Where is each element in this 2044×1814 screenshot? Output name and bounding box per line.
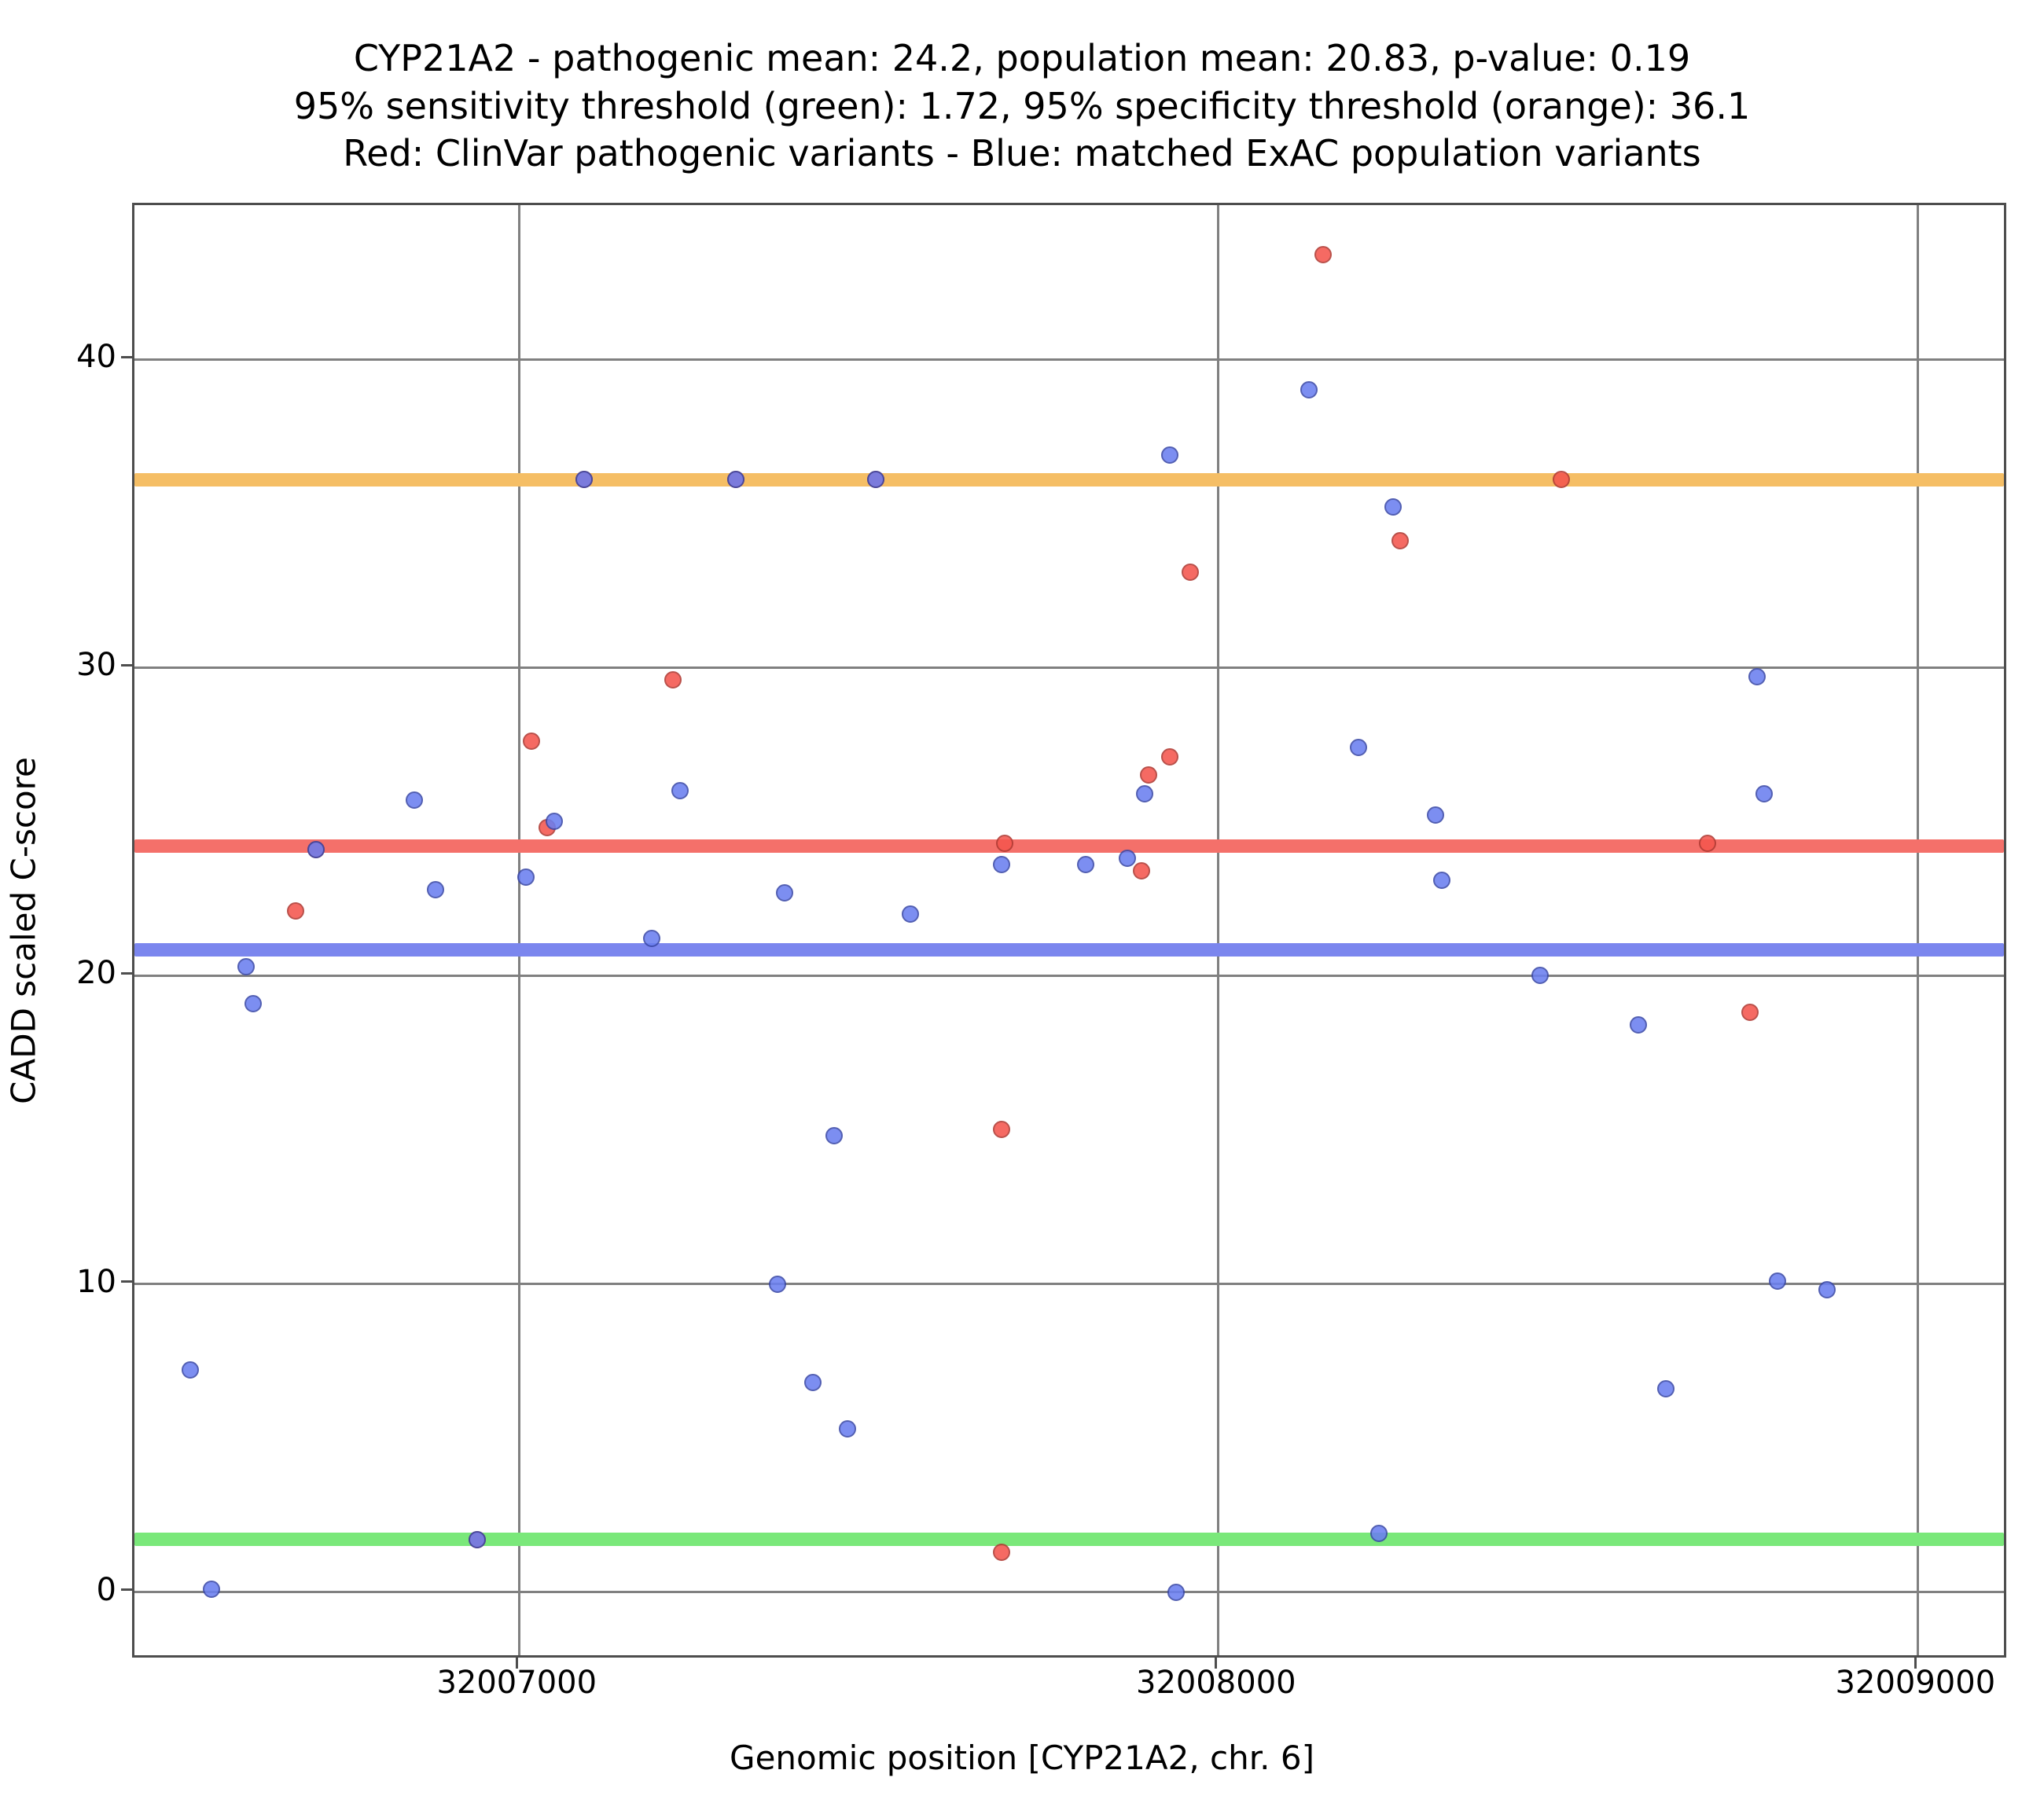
gridline-vertical (517, 205, 520, 1655)
scatter-point (1182, 563, 1200, 581)
scatter-point (1748, 668, 1766, 685)
scatter-point (1531, 967, 1549, 985)
reference-line (134, 1532, 2004, 1546)
gridline-horizontal (134, 358, 2004, 361)
x-tick-label: 32007000 (436, 1665, 597, 1701)
scatter-point (1167, 1583, 1186, 1601)
scatter-point (1818, 1281, 1836, 1299)
scatter-point (1384, 498, 1402, 516)
scatter-point (1629, 1016, 1647, 1034)
scatter-point (1391, 532, 1410, 550)
gridline-vertical (1916, 205, 1919, 1655)
chart-title-line-1: CYP21A2 - pathogenic mean: 24.2, populat… (353, 37, 1691, 79)
scatter-point (1132, 862, 1150, 880)
y-tick-label: 0 (96, 1571, 116, 1608)
plot-area (132, 203, 2006, 1658)
y-tick-mark (121, 663, 132, 666)
scatter-point (1160, 446, 1178, 464)
scatter-point (825, 1127, 843, 1145)
y-tick-mark (121, 971, 132, 975)
scatter-point (1433, 871, 1451, 889)
scatter-point (671, 782, 689, 800)
scatter-point (426, 880, 444, 898)
scatter-point (1426, 806, 1444, 824)
x-tick-label: 32008000 (1136, 1665, 1296, 1701)
scatter-point (1136, 785, 1154, 803)
scatter-point (405, 791, 423, 809)
scatter-point (643, 930, 661, 948)
scatter-point (839, 1419, 857, 1438)
scatter-point (575, 471, 593, 489)
gridline-horizontal (134, 1591, 2004, 1594)
gridline-horizontal (134, 666, 2004, 669)
scatter-point (1552, 471, 1570, 489)
scatter-point (1755, 785, 1773, 803)
x-tick-mark (1215, 1658, 1218, 1669)
scatter-point (286, 902, 304, 920)
scatter-point (993, 1543, 1011, 1561)
scatter-point (803, 1374, 822, 1392)
gridline-horizontal (134, 1283, 2004, 1286)
scatter-point (1741, 1004, 1759, 1022)
scatter-point (1160, 747, 1178, 766)
scatter-point (664, 670, 682, 689)
scatter-point (307, 840, 325, 858)
scatter-point (1119, 850, 1137, 868)
scatter-point (996, 834, 1014, 852)
scatter-point (1370, 1525, 1388, 1543)
scatter-point (182, 1361, 200, 1379)
scatter-point (517, 868, 535, 886)
y-tick-mark (121, 1280, 132, 1283)
scatter-point (993, 1121, 1011, 1139)
scatter-point (727, 471, 744, 489)
scatter-point (1139, 766, 1157, 784)
scatter-point (1076, 856, 1094, 874)
scatter-point (237, 957, 256, 975)
scatter-point (902, 905, 920, 923)
reference-line (134, 472, 2004, 487)
y-tick-label: 40 (76, 339, 116, 376)
gridline-vertical (1217, 205, 1220, 1655)
scatter-point (244, 994, 263, 1012)
scatter-point (202, 1580, 220, 1598)
scatter-point (993, 856, 1011, 874)
y-axis-label: CADD scaled C-score (4, 757, 43, 1104)
scatter-point (1314, 245, 1333, 263)
chart-title-line-3: Red: ClinVar pathogenic variants - Blue:… (343, 132, 1701, 175)
scatter-point (1699, 834, 1717, 852)
y-tick-mark (121, 1588, 132, 1592)
gridline-horizontal (134, 974, 2004, 977)
scatter-point (523, 733, 541, 751)
y-axis: CADD scaled C-score (0, 0, 132, 1814)
scatter-point (769, 1275, 787, 1293)
chart-title-line-2: 95% sensitivity threshold (green): 1.72,… (293, 84, 1751, 127)
y-tick-mark (121, 355, 132, 358)
x-axis-label: Genomic position [CYP21A2, chr. 6] (730, 1739, 1314, 1777)
chart-title: CYP21A2 - pathogenic mean: 24.2, populat… (0, 35, 2044, 178)
scatter-point (1300, 381, 1318, 399)
x-tick-mark (1913, 1658, 1917, 1669)
reference-line (134, 839, 2004, 854)
scatter-point (1349, 739, 1367, 757)
y-tick-label: 30 (76, 647, 116, 684)
x-tick-mark (515, 1658, 518, 1669)
scatter-point (866, 471, 884, 489)
scatter-point (1769, 1272, 1787, 1290)
scatter-point (545, 813, 563, 831)
y-tick-label: 20 (76, 955, 116, 992)
scatter-point (776, 883, 794, 901)
x-tick-label: 32009000 (1835, 1665, 1996, 1701)
reference-line (134, 943, 2004, 957)
y-tick-label: 10 (76, 1263, 116, 1300)
scatter-point (1657, 1379, 1675, 1397)
scatter-point (468, 1531, 486, 1549)
